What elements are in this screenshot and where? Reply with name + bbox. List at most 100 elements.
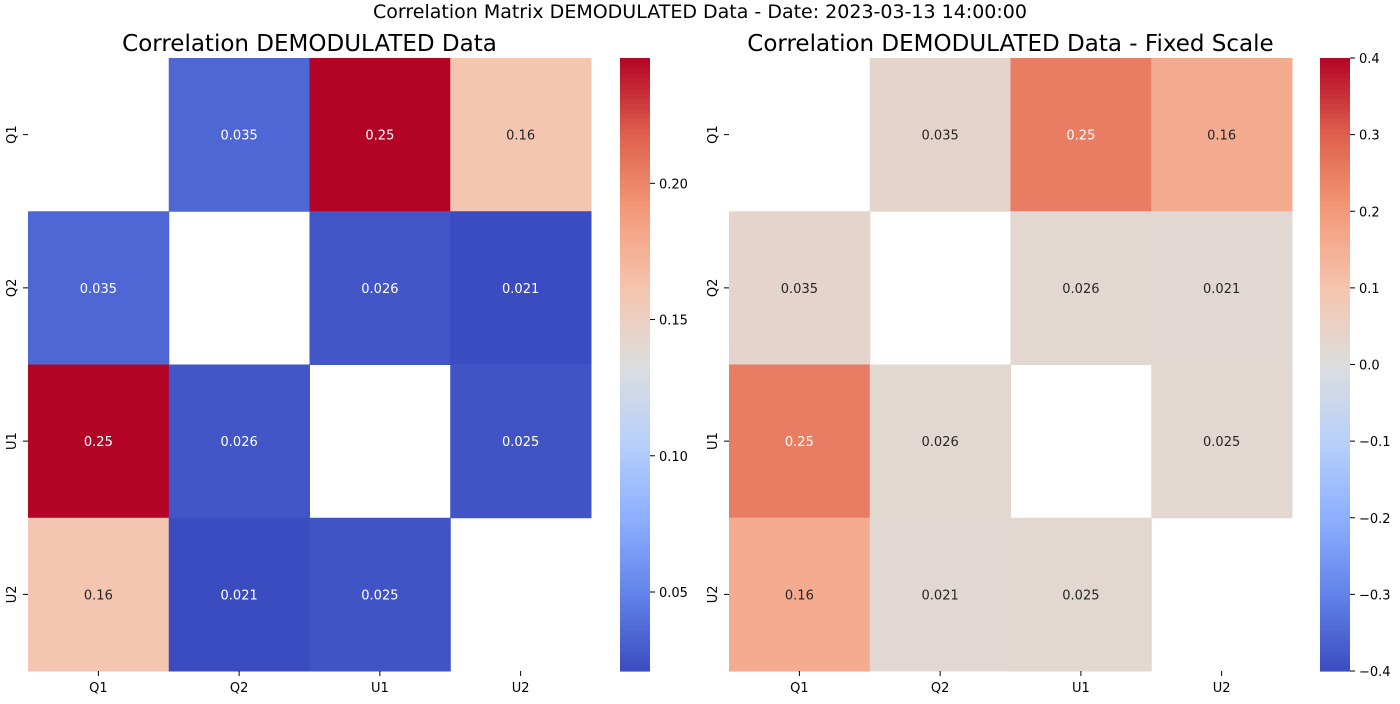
heatmap-cell xyxy=(450,58,592,212)
colorbar-segment xyxy=(620,58,650,64)
colorbar-segment xyxy=(620,303,650,309)
cell-annotation: 0.021 xyxy=(922,588,959,603)
colorbar-segment xyxy=(1320,665,1350,672)
colorbar-segment xyxy=(620,318,650,325)
colorbar-segment xyxy=(1320,88,1350,95)
y-tick-label: Q1 xyxy=(706,125,721,144)
colorbar-segment xyxy=(620,195,650,202)
cell-annotation: 0.16 xyxy=(785,588,814,603)
colorbar-segment xyxy=(1320,282,1350,289)
colorbar-segment xyxy=(1320,93,1350,100)
colorbar-segment xyxy=(620,563,650,570)
heatmap-cell xyxy=(450,211,592,365)
heatmap-cell xyxy=(28,364,170,519)
colorbar-segment xyxy=(1320,267,1350,274)
colorbar-segment xyxy=(1320,395,1350,401)
cell-annotation: 0.026 xyxy=(922,435,959,450)
colorbar-segment xyxy=(620,420,650,427)
colorbar-segment xyxy=(620,216,650,223)
colorbar-tick-label: −0.1 xyxy=(1359,435,1391,450)
colorbar-segment xyxy=(1320,134,1350,141)
colorbar-segment xyxy=(620,93,650,100)
colorbar-segment xyxy=(620,257,650,263)
colorbar-segment xyxy=(620,609,650,616)
colorbar-segment xyxy=(620,252,650,258)
colorbar-segment xyxy=(1320,625,1350,631)
colorbar-segment xyxy=(620,241,650,248)
colorbar-segment xyxy=(1320,436,1350,442)
colorbar-segment xyxy=(620,410,650,417)
colorbar-segment xyxy=(1320,180,1350,187)
colorbar-segment xyxy=(620,313,650,320)
colorbar-segment xyxy=(620,619,650,626)
colorbar-segment xyxy=(1320,635,1350,641)
colorbar-segment xyxy=(1320,456,1350,463)
colorbar-segment xyxy=(620,231,650,238)
heatmap-cell xyxy=(168,58,310,212)
heatmap-cell xyxy=(168,364,310,519)
colorbar-segment xyxy=(620,405,650,412)
colorbar-segment xyxy=(620,538,650,544)
colorbar-segment xyxy=(620,456,650,463)
cell-annotation: 0.035 xyxy=(922,129,959,144)
colorbar-segment xyxy=(1320,308,1350,315)
x-tick-label: U1 xyxy=(1072,681,1090,696)
cell-annotation: 0.025 xyxy=(502,435,539,450)
colorbar-segment xyxy=(620,502,650,509)
colorbar-segment xyxy=(620,492,650,498)
heatmap-cell xyxy=(28,211,170,365)
x-tick-label: Q1 xyxy=(89,681,108,696)
colorbar-segment xyxy=(1320,609,1350,616)
colorbar-segment xyxy=(620,487,650,493)
heatmap-cell xyxy=(1010,211,1152,365)
cell-annotation: 0.16 xyxy=(84,588,113,603)
cell-annotation: 0.035 xyxy=(781,282,818,297)
colorbar-segment xyxy=(1320,231,1350,238)
x-tick-label: Q2 xyxy=(931,681,950,696)
colorbar-segment xyxy=(620,441,650,447)
colorbar-segment xyxy=(1320,400,1350,406)
colorbar-segment xyxy=(620,175,650,182)
colorbar-segment xyxy=(620,451,650,458)
colorbar-segment xyxy=(1320,206,1350,212)
colorbar-segment xyxy=(620,73,650,80)
colorbar-segment xyxy=(1320,481,1350,488)
colorbar-segment xyxy=(620,430,650,437)
colorbar-segment xyxy=(620,568,650,575)
colorbar-tick-label: −0.3 xyxy=(1359,588,1391,603)
heatmap-cell xyxy=(309,211,451,365)
panel-title: Correlation DEMODULATED Data - Fixed Sca… xyxy=(747,31,1273,57)
colorbar-segment xyxy=(620,517,650,524)
colorbar-segment xyxy=(620,650,650,657)
x-tick-label: Q2 xyxy=(230,681,249,696)
colorbar-segment xyxy=(1320,323,1350,330)
colorbar-segment xyxy=(620,63,650,69)
colorbar-segment xyxy=(620,134,650,141)
colorbar-segment xyxy=(1320,502,1350,509)
y-tick-label: U2 xyxy=(5,585,20,603)
colorbar-segment xyxy=(1320,262,1350,269)
colorbar-segment xyxy=(620,287,650,294)
colorbar-segment xyxy=(620,211,650,217)
cell-annotation: 0.035 xyxy=(221,129,258,144)
colorbar-segment xyxy=(620,323,650,330)
colorbar-segment xyxy=(620,446,650,452)
colorbar-segment xyxy=(620,144,650,151)
heatmap-cell xyxy=(28,517,170,672)
colorbar-segment xyxy=(1320,461,1350,468)
colorbar-segment xyxy=(620,206,650,212)
colorbar-segment xyxy=(620,129,650,136)
colorbar-segment xyxy=(620,160,650,166)
colorbar-segment xyxy=(620,170,650,177)
colorbar-segment xyxy=(620,594,650,601)
heatmap-cell xyxy=(869,364,1011,519)
colorbar-segment xyxy=(1320,533,1350,539)
colorbar-segment xyxy=(1320,354,1350,360)
colorbar-segment xyxy=(620,119,650,126)
colorbar-segment xyxy=(620,262,650,269)
colorbar-segment xyxy=(620,78,650,85)
cell-annotation: 0.035 xyxy=(80,282,117,297)
colorbar-segment xyxy=(1320,252,1350,258)
colorbar-segment xyxy=(1320,579,1350,585)
